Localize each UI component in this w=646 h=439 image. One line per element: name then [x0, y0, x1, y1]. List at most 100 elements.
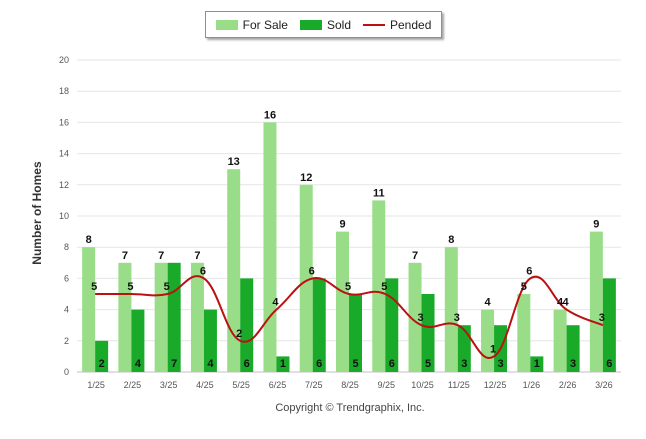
data-label-pended: 6 [200, 265, 206, 277]
data-label-pended: 5 [127, 281, 133, 293]
data-label-for-sale: 7 [158, 250, 164, 262]
data-label-for-sale: 8 [86, 234, 92, 246]
data-label-pended: 4 [563, 297, 570, 309]
data-label-sold: 6 [244, 358, 250, 370]
data-label-for-sale: 9 [339, 219, 345, 231]
bar-for-sale [372, 200, 386, 372]
line-pended [95, 275, 604, 359]
data-label-pended: 2 [236, 328, 242, 340]
x-tick-label: 12/25 [484, 380, 507, 390]
data-label-sold: 6 [389, 358, 395, 370]
data-label-sold: 1 [280, 358, 286, 370]
data-label-for-sale: 7 [412, 250, 418, 262]
data-label-sold: 4 [207, 358, 214, 370]
y-tick-label: 12 [59, 180, 69, 190]
bar-for-sale [118, 262, 132, 372]
data-label-sold: 7 [171, 358, 177, 370]
bar-for-sale [336, 231, 349, 372]
bar-for-sale [444, 247, 458, 372]
data-label-sold: 1 [534, 358, 540, 370]
bar-sold [457, 325, 471, 372]
data-label-for-sale: 16 [264, 109, 276, 121]
x-tick-label: 5/25 [232, 380, 250, 390]
data-label-pended: 3 [454, 312, 460, 324]
x-tick-label: 7/25 [305, 380, 323, 390]
data-label-for-sale: 13 [228, 156, 240, 168]
legend-item-pended[interactable]: Pended [363, 18, 431, 32]
data-label-pended: 3 [417, 312, 423, 324]
legend-label-pended: Pended [390, 17, 432, 32]
x-tick-label: 2/25 [124, 380, 142, 390]
bar-sold [240, 278, 254, 372]
data-label-for-sale: 12 [300, 172, 312, 184]
bar-sold [203, 309, 217, 372]
bar-sold [167, 262, 181, 372]
y-tick-label: 20 [59, 55, 69, 65]
data-label-for-sale: 7 [194, 250, 200, 262]
data-label-sold: 6 [316, 358, 322, 370]
bar-for-sale [227, 169, 241, 372]
bar-for-sale [299, 184, 313, 372]
data-label-for-sale: 11 [373, 187, 385, 199]
legend: For Sale Sold Pended [205, 11, 442, 38]
x-tick-label: 6/25 [269, 380, 287, 390]
bar-sold [566, 325, 580, 372]
y-tick-label: 8 [64, 242, 69, 252]
bar-sold [421, 294, 435, 372]
y-tick-label: 0 [64, 367, 69, 377]
copyright-text: Copyright © Trendgraphix, Inc. [275, 402, 425, 414]
bar-sold [312, 278, 326, 372]
data-label-pended: 6 [309, 265, 315, 277]
data-label-pended: 5 [381, 281, 387, 293]
x-tick-label: 3/25 [160, 380, 178, 390]
bar-sold [349, 294, 362, 372]
data-label-pended: 1 [490, 343, 496, 355]
data-label-sold: 2 [99, 358, 105, 370]
legend-swatch-for-sale [215, 19, 238, 30]
x-tick-label: 1/25 [87, 380, 105, 390]
data-label-for-sale: 4 [485, 297, 492, 309]
y-tick-label: 14 [59, 149, 69, 159]
legend-swatch-pended [363, 23, 385, 26]
x-tick-label: 10/25 [411, 380, 434, 390]
bar-for-sale [82, 247, 96, 372]
bar-sold [530, 356, 544, 372]
bar-for-sale [517, 294, 531, 372]
y-tick-label: 2 [64, 336, 69, 346]
data-label-sold: 3 [461, 358, 467, 370]
bar-sold [276, 356, 290, 372]
data-label-sold: 5 [425, 358, 431, 370]
data-label-sold: 3 [498, 358, 504, 370]
y-axis-title: Number of Homes [30, 161, 44, 265]
x-tick-label: 3/26 [595, 380, 613, 390]
bar-for-sale [481, 309, 495, 372]
x-tick-label: 2/26 [559, 380, 577, 390]
x-tick-label: 11/25 [448, 380, 470, 390]
x-tick-label: 4/25 [196, 380, 214, 390]
bar-sold [602, 278, 616, 372]
bar-for-sale [589, 231, 603, 372]
bar-sold [131, 309, 145, 372]
y-tick-label: 6 [64, 273, 69, 283]
data-label-sold: 4 [135, 358, 142, 370]
legend-label-sold: Sold [326, 17, 351, 32]
bar-for-sale [263, 122, 277, 373]
data-label-for-sale: 7 [122, 250, 128, 262]
x-tick-label: 9/25 [378, 380, 396, 390]
data-label-for-sale: 5 [521, 281, 527, 293]
bar-for-sale [553, 309, 567, 372]
legend-swatch-sold [299, 19, 322, 30]
data-label-sold: 3 [570, 358, 576, 370]
bar-for-sale [154, 262, 168, 372]
x-tick-label: 8/25 [341, 380, 359, 390]
x-tick-label: 1/26 [523, 380, 541, 390]
data-label-pended: 5 [345, 281, 351, 293]
bar-for-sale [190, 262, 204, 372]
legend-item-for-sale[interactable]: For Sale [215, 17, 288, 32]
data-label-pended: 4 [272, 297, 279, 309]
legend-item-sold[interactable]: Sold [299, 17, 351, 32]
bar-sold [95, 340, 109, 372]
legend-label-for-sale: For Sale [242, 17, 288, 32]
